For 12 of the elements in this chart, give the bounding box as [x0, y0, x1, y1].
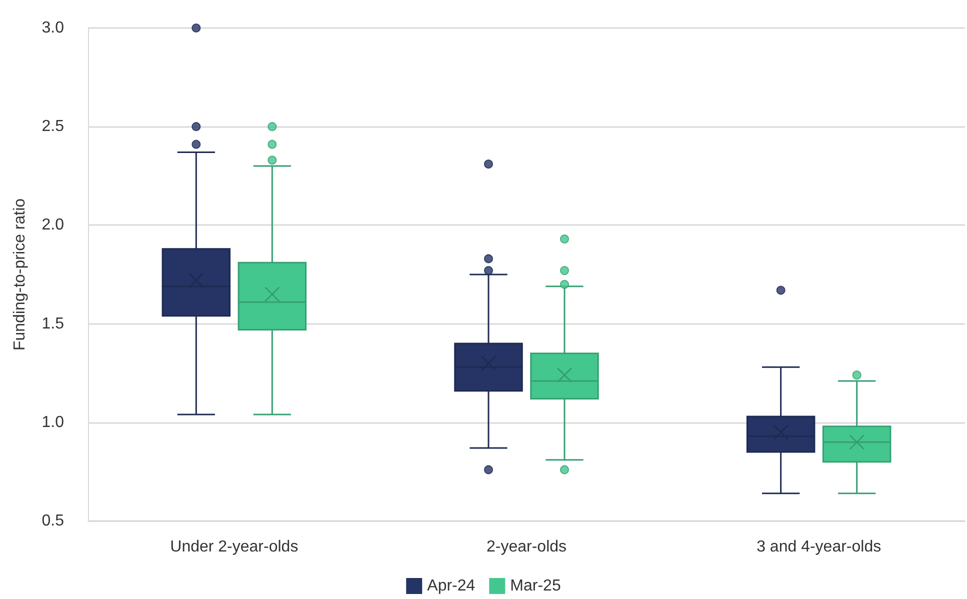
- y-tick-label: 2.0: [42, 216, 64, 234]
- x-tick-label: 3 and 4-year-olds: [756, 538, 882, 556]
- y-tick-label: 0.5: [42, 512, 64, 530]
- legend-label: Apr-24: [427, 578, 476, 594]
- y-tick-label: 1.0: [42, 414, 64, 431]
- y-tick-label: 3.0: [42, 20, 64, 36]
- legend-label: Mar-25: [510, 578, 561, 594]
- y-tick-label: 2.5: [42, 118, 64, 136]
- x-tick-label: 2-year-olds: [486, 538, 567, 556]
- y-axis-title: Funding-to-price ratio: [12, 198, 28, 351]
- y-tick-label: 1.5: [42, 315, 64, 332]
- x-tick-label: Under 2-year-olds: [170, 538, 298, 556]
